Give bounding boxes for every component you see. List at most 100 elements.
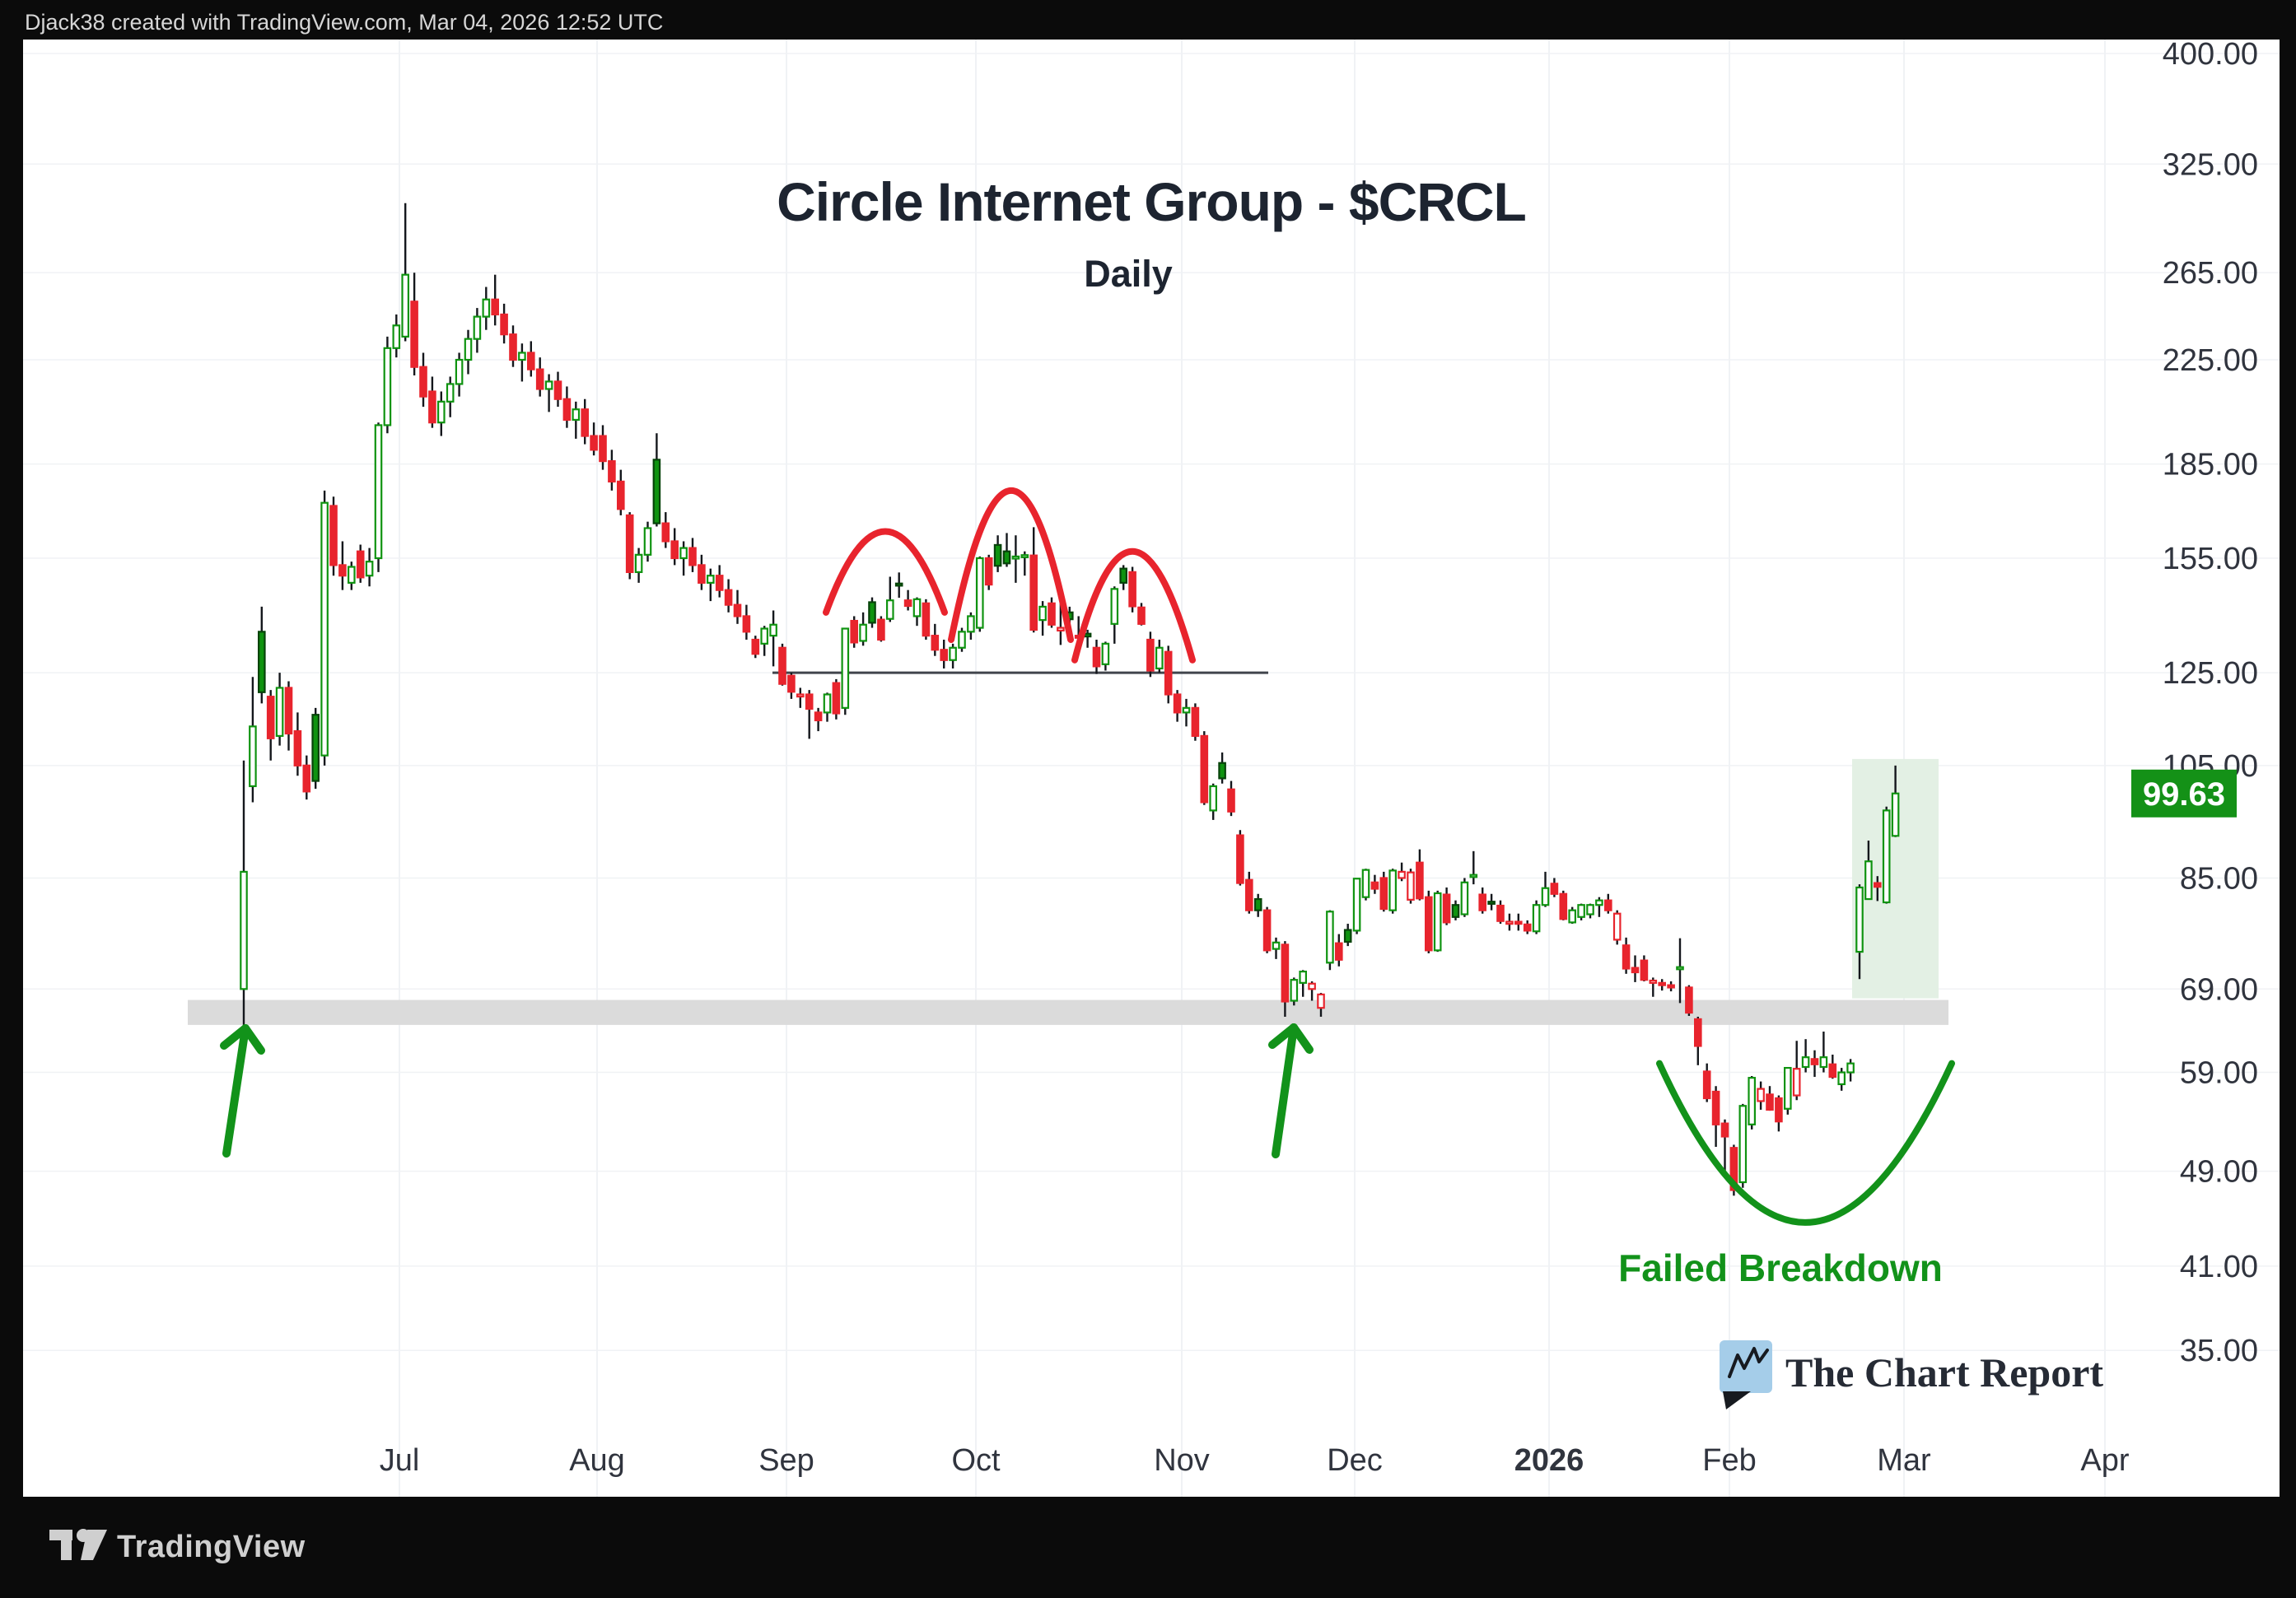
candle (742, 604, 751, 640)
candle (814, 707, 823, 732)
candle (1262, 906, 1272, 953)
candle (670, 528, 679, 566)
price-badge (2131, 769, 2237, 818)
candle (912, 597, 922, 627)
candle (356, 544, 365, 583)
candle (877, 616, 885, 642)
candle (1667, 981, 1675, 992)
candle (625, 512, 634, 580)
candle (823, 692, 832, 722)
up-arrow (1268, 1023, 1314, 1158)
month-label: Aug (569, 1443, 625, 1478)
grid-layer (23, 40, 2280, 1497)
candle (733, 589, 742, 624)
candle (1110, 586, 1119, 644)
candle (1334, 934, 1343, 967)
candle (1775, 1095, 1783, 1132)
month-label: Apr (2080, 1443, 2129, 1478)
head-shoulders-arc (1071, 548, 1196, 664)
candle (1442, 887, 1451, 925)
candle (894, 572, 903, 599)
candle (1352, 878, 1361, 934)
candle (1388, 869, 1398, 914)
candle (1038, 601, 1047, 636)
candle (796, 687, 805, 708)
candle (679, 541, 688, 576)
candle (535, 357, 544, 397)
price-tick-label: 265.00 (2163, 256, 2258, 291)
candle (302, 755, 311, 800)
price-tick-label: 59.00 (2180, 1056, 2258, 1091)
price-tick-label: 155.00 (2163, 542, 2258, 576)
candle (1343, 924, 1352, 947)
candle (374, 422, 383, 572)
candle (1658, 979, 1667, 991)
candle (1002, 533, 1011, 567)
candle (706, 568, 715, 602)
price-tick-label: 325.00 (2163, 147, 2258, 182)
candles-layer (240, 203, 1900, 1196)
candle (401, 203, 410, 342)
candle (553, 371, 562, 408)
candle (1299, 970, 1308, 997)
candle (805, 690, 814, 739)
annotations-layer (220, 487, 1955, 1226)
candle (1864, 840, 1873, 901)
candle (931, 623, 940, 656)
candle (1541, 871, 1550, 907)
candle (1398, 862, 1406, 882)
candle (841, 627, 850, 715)
candle (419, 352, 427, 408)
candle (428, 376, 436, 428)
candle (1416, 849, 1424, 901)
candle (1281, 941, 1290, 1017)
candle (311, 707, 320, 790)
candle (1846, 1059, 1855, 1082)
candle (949, 643, 957, 669)
candle (1801, 1039, 1810, 1073)
candle (634, 547, 643, 583)
candle (500, 303, 508, 344)
candle (1748, 1075, 1757, 1130)
candle (993, 535, 1002, 572)
candle (868, 597, 876, 628)
candle (329, 496, 338, 576)
month-label: Dec (1327, 1443, 1383, 1478)
candle (1487, 893, 1496, 911)
candle (1676, 938, 1684, 1004)
candle (240, 760, 248, 1025)
candle (1478, 887, 1487, 914)
attribution-text: Djack38 created with TradingView.com, Ma… (25, 10, 663, 35)
candle (1792, 1041, 1801, 1101)
candle (1146, 631, 1155, 678)
price-tick-label: 185.00 (2163, 448, 2258, 482)
candle (1101, 641, 1110, 671)
candle (572, 401, 581, 439)
candle (760, 626, 769, 656)
candle (1855, 884, 1864, 980)
candle (392, 314, 401, 358)
candle (1720, 1119, 1729, 1172)
candle (562, 386, 572, 428)
chart-subtitle: Daily (1084, 253, 1173, 295)
candle (1702, 1063, 1711, 1102)
candle (1308, 981, 1316, 1001)
candle (1011, 535, 1020, 583)
candle (1137, 603, 1146, 626)
candle (1200, 731, 1209, 805)
candle (1523, 920, 1532, 934)
candle (275, 673, 284, 746)
candle (1685, 985, 1693, 1016)
candle (1029, 527, 1038, 633)
candle (967, 612, 975, 640)
candle (608, 450, 616, 491)
candle (1559, 890, 1568, 920)
candle (544, 374, 553, 412)
candle (1173, 690, 1182, 722)
candle (1469, 850, 1478, 885)
month-label: Oct (951, 1443, 1001, 1478)
price-tick-label: 85.00 (2180, 861, 2258, 896)
candle (1757, 1081, 1765, 1110)
candle (1514, 913, 1523, 931)
candle (446, 376, 455, 417)
